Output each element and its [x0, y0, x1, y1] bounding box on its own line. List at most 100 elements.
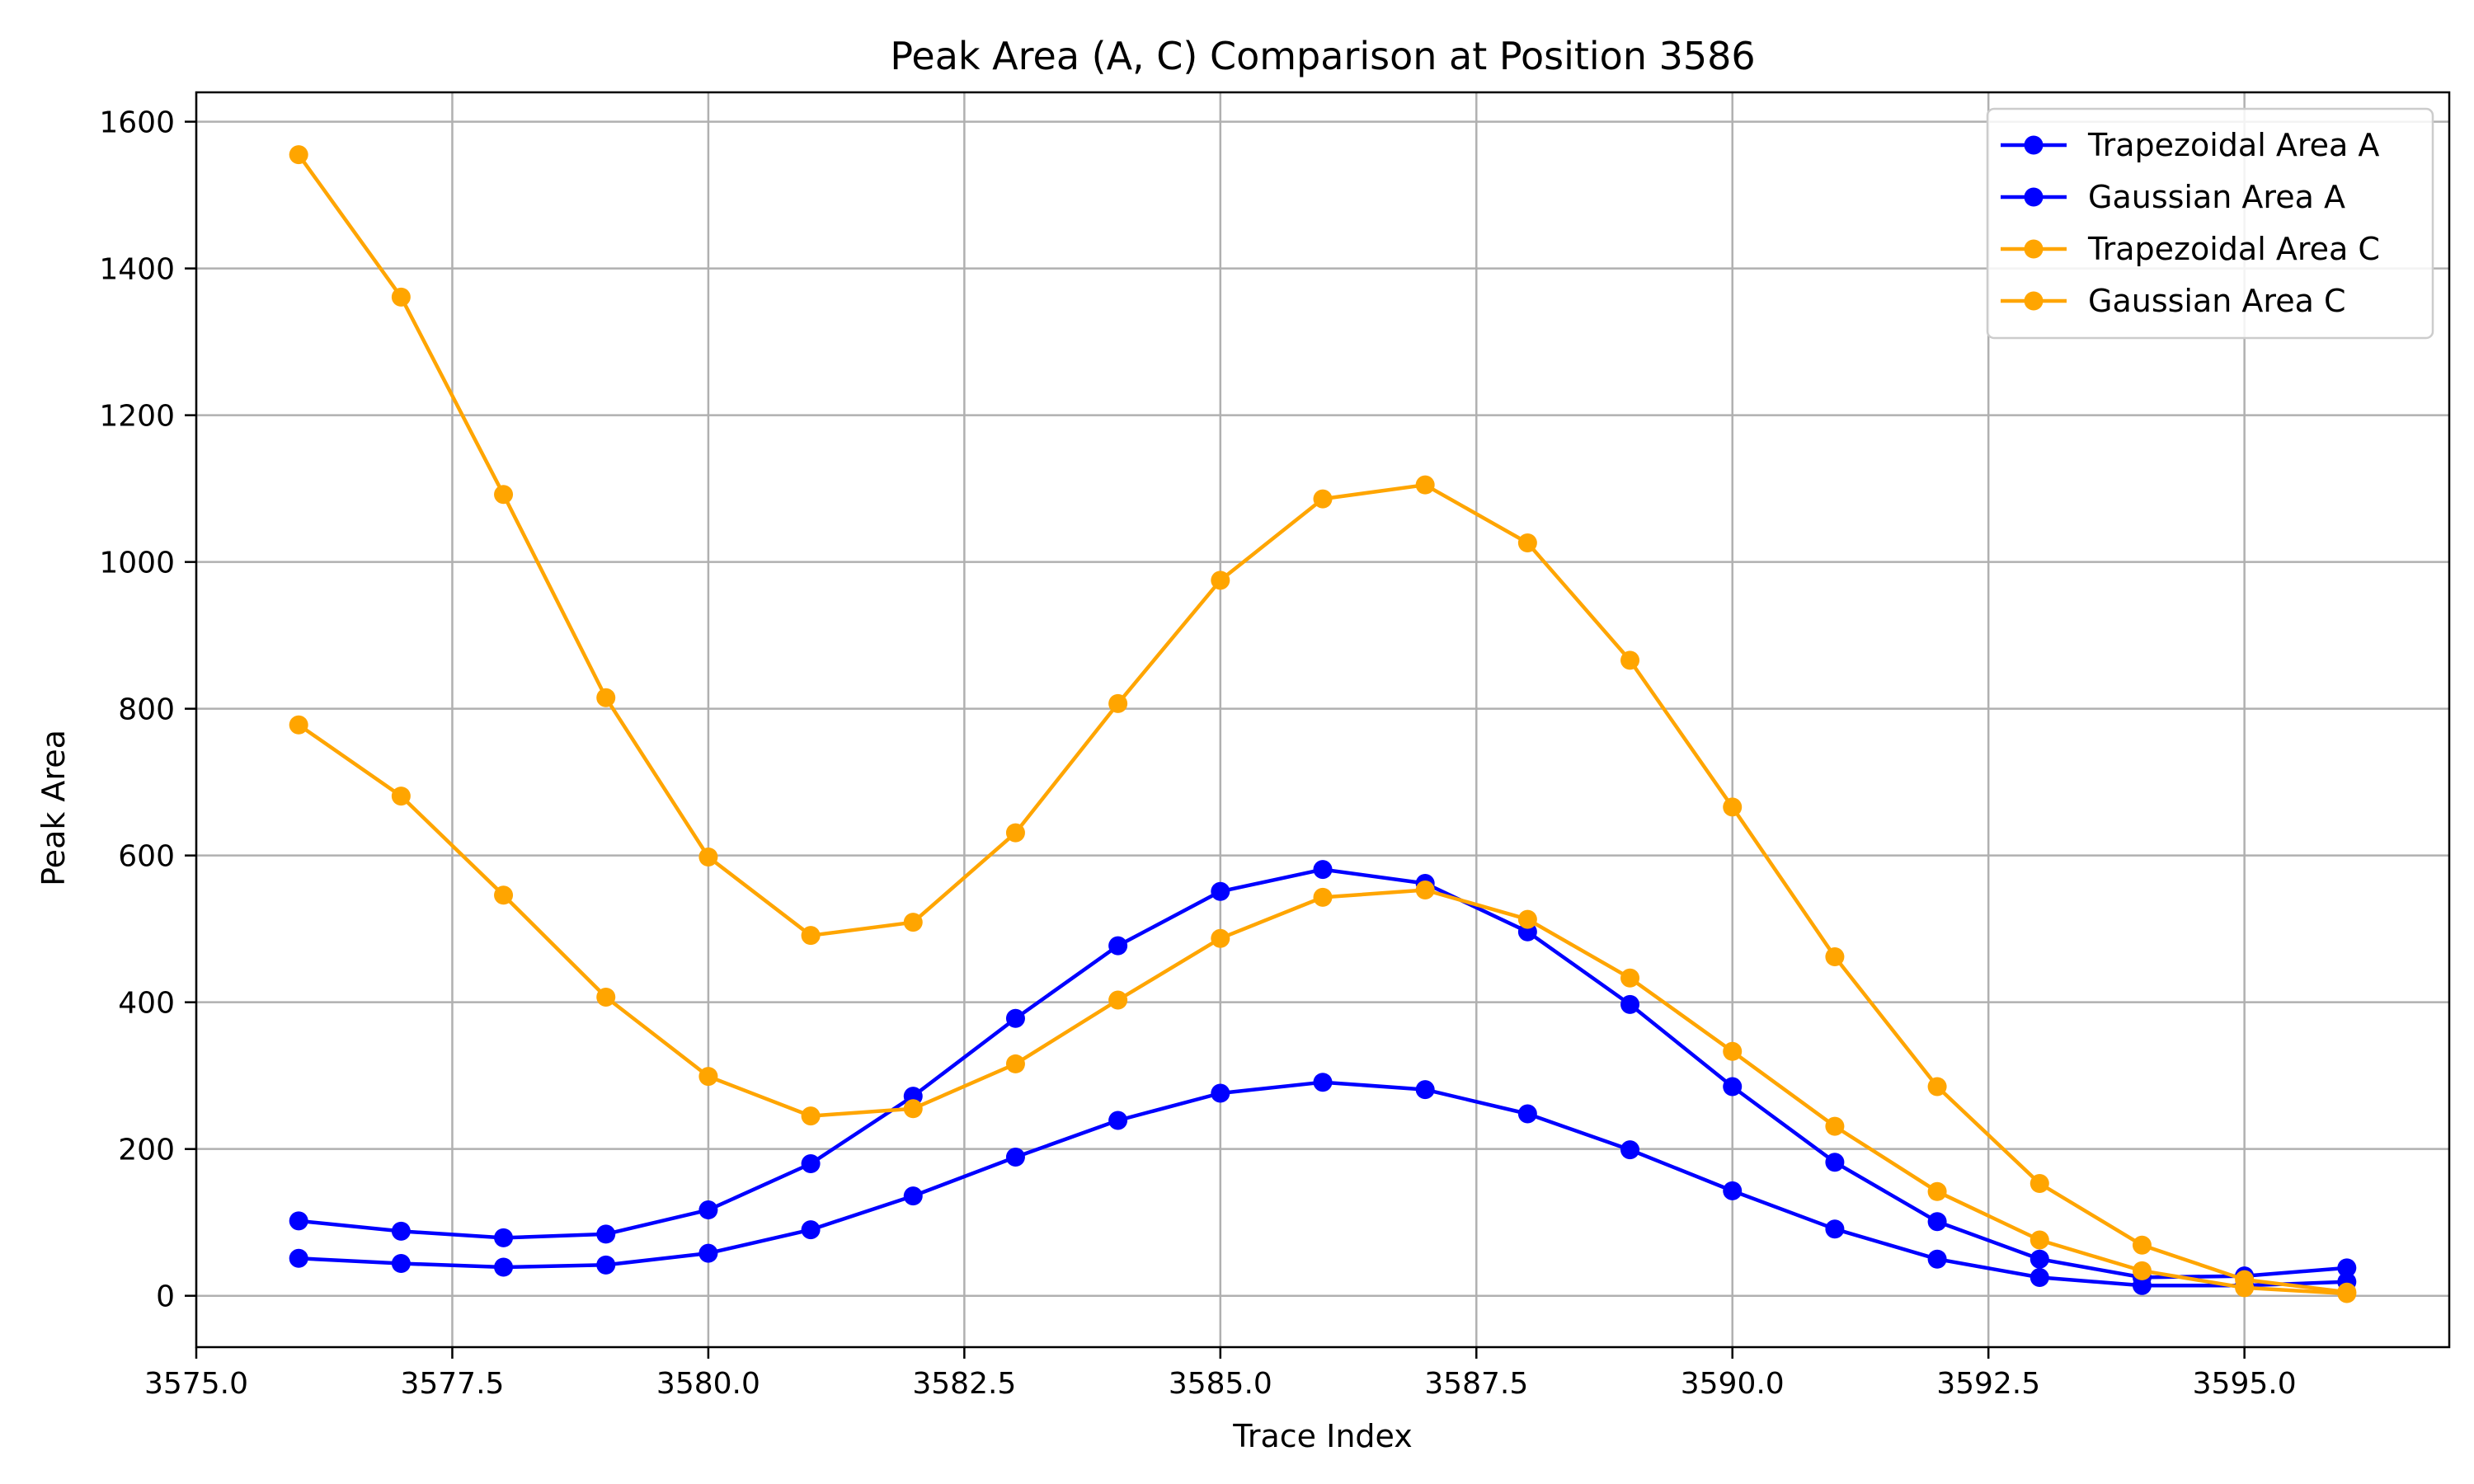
- legend-entry-2: Trapezoidal Area C: [2001, 231, 2380, 267]
- series-3-point-17: [2030, 1230, 2049, 1250]
- legend-box: [1986, 107, 2434, 340]
- series-2-point-6: [903, 913, 923, 932]
- x-tick-label-1: 3577.5: [400, 1367, 504, 1401]
- series-3-point-4: [698, 1067, 718, 1087]
- series-lines: [289, 145, 2357, 1303]
- series-2-point-15: [1825, 946, 1845, 966]
- legend-label-0: Trapezoidal Area A: [2087, 127, 2379, 163]
- y-tick-label-4: 800: [118, 693, 175, 727]
- series-3-point-18: [2132, 1261, 2152, 1280]
- series-0-point-15: [1825, 1153, 1845, 1172]
- series-2-point-0: [289, 145, 308, 165]
- series-2-point-12: [1517, 533, 1537, 552]
- series-1-point-7: [1005, 1147, 1025, 1167]
- series-0-point-10: [1313, 860, 1333, 880]
- series-3-point-19: [2235, 1278, 2255, 1298]
- series-3-point-14: [1723, 1041, 1743, 1061]
- series-0-point-3: [596, 1224, 616, 1244]
- series-1-point-0: [289, 1248, 308, 1268]
- series-1-point-15: [1825, 1219, 1845, 1239]
- series-1-point-9: [1211, 1083, 1230, 1103]
- x-tick-label-5: 3587.5: [1424, 1367, 1528, 1401]
- series-1-point-13: [1620, 1140, 1640, 1160]
- y-tick-label-1: 200: [118, 1134, 175, 1167]
- series-1-point-11: [1415, 1080, 1435, 1100]
- x-axis-label: Trace Index: [1232, 1418, 1413, 1454]
- legend-marker-1: [2024, 187, 2044, 207]
- series-3-point-6: [903, 1099, 923, 1119]
- y-tick-label-6: 1200: [99, 400, 175, 434]
- x-tick-label-6: 3590.0: [1681, 1367, 1785, 1401]
- x-tick-label-8: 3595.0: [2193, 1367, 2297, 1401]
- legend-entry-1: Gaussian Area A: [2001, 179, 2345, 215]
- series-3-point-5: [801, 1106, 821, 1126]
- series-3-point-13: [1620, 968, 1640, 988]
- y-tick-label-7: 1400: [99, 253, 175, 287]
- series-3-point-3: [596, 987, 616, 1007]
- series-2-point-2: [494, 485, 514, 505]
- series-0-point-2: [494, 1228, 514, 1247]
- series-2-point-3: [596, 688, 616, 707]
- series-2-point-16: [1927, 1077, 1947, 1097]
- series-1-point-6: [903, 1186, 923, 1206]
- series-2-point-14: [1723, 797, 1743, 817]
- legend: Trapezoidal Area A Gaussian Area A Trapezo…: [1986, 107, 2434, 340]
- series-line-3: [297, 723, 2347, 1296]
- legend-marker-0: [2024, 135, 2044, 155]
- y-tick-label-2: 400: [118, 987, 175, 1021]
- x-tick-label-7: 3592.5: [1936, 1367, 2040, 1401]
- series-2-point-18: [2132, 1235, 2152, 1255]
- series-3-point-7: [1005, 1054, 1025, 1073]
- series-2-point-13: [1620, 650, 1640, 670]
- y-tick-label-8: 1600: [99, 106, 175, 140]
- series-3-point-16: [1927, 1181, 1947, 1201]
- series-3-point-10: [1313, 887, 1333, 907]
- series-1-point-5: [801, 1220, 821, 1240]
- series-1-point-8: [1108, 1111, 1128, 1130]
- series-1-point-3: [596, 1255, 616, 1275]
- axes: 3575.0 3577.5 3580.0 3582.5 3585.0 3587.5 3590…: [99, 91, 2451, 1401]
- series-2-point-10: [1313, 489, 1333, 509]
- series-1-point-2: [494, 1257, 514, 1277]
- x-tick-label-2: 3580.0: [656, 1367, 760, 1401]
- series-2-point-11: [1415, 475, 1435, 495]
- series-0-point-16: [1927, 1212, 1947, 1232]
- series-2-point-9: [1211, 571, 1230, 590]
- series-0-point-7: [1005, 1008, 1025, 1028]
- legend-label-1: Gaussian Area A: [2088, 179, 2345, 215]
- series-0-point-20: [2337, 1258, 2357, 1278]
- x-tick-label-4: 3585.0: [1169, 1367, 1272, 1401]
- series-1-point-14: [1723, 1181, 1743, 1200]
- series-2: [289, 145, 2357, 1302]
- y-tick-label-3: 600: [118, 840, 175, 874]
- series-3-point-8: [1108, 990, 1128, 1010]
- series-2-point-8: [1108, 693, 1128, 713]
- legend-entry-3: Gaussian Area C: [2001, 283, 2345, 319]
- grid-lines: [195, 92, 2449, 1347]
- series-1-point-4: [698, 1243, 718, 1263]
- series-0-point-13: [1620, 994, 1640, 1014]
- series-0-point-1: [391, 1221, 411, 1241]
- series-1-point-18: [2132, 1275, 2152, 1295]
- series-3-point-11: [1415, 880, 1435, 899]
- series-3-point-20: [2337, 1284, 2357, 1303]
- y-axis-label: Peak Area: [35, 730, 72, 886]
- y-tick-label-5: 1000: [99, 547, 175, 580]
- series-1-point-10: [1313, 1073, 1333, 1092]
- legend-label-3: Gaussian Area C: [2088, 283, 2345, 319]
- series-3-point-2: [494, 885, 514, 905]
- x-tick-label-3: 3582.5: [912, 1367, 1016, 1401]
- series-0-point-5: [801, 1153, 821, 1173]
- series-0-point-9: [1211, 881, 1230, 901]
- plot-frame: [195, 91, 2451, 1349]
- legend-marker-3: [2024, 291, 2044, 311]
- series-1-point-1: [391, 1254, 411, 1274]
- x-tick-label-0: 3575.0: [144, 1367, 248, 1401]
- series-3-point-9: [1211, 928, 1230, 948]
- series-0-point-0: [289, 1211, 308, 1231]
- legend-marker-2: [2024, 239, 2044, 259]
- series-2-point-5: [801, 926, 821, 946]
- series-3: [289, 715, 2357, 1303]
- series-3-point-1: [391, 787, 411, 806]
